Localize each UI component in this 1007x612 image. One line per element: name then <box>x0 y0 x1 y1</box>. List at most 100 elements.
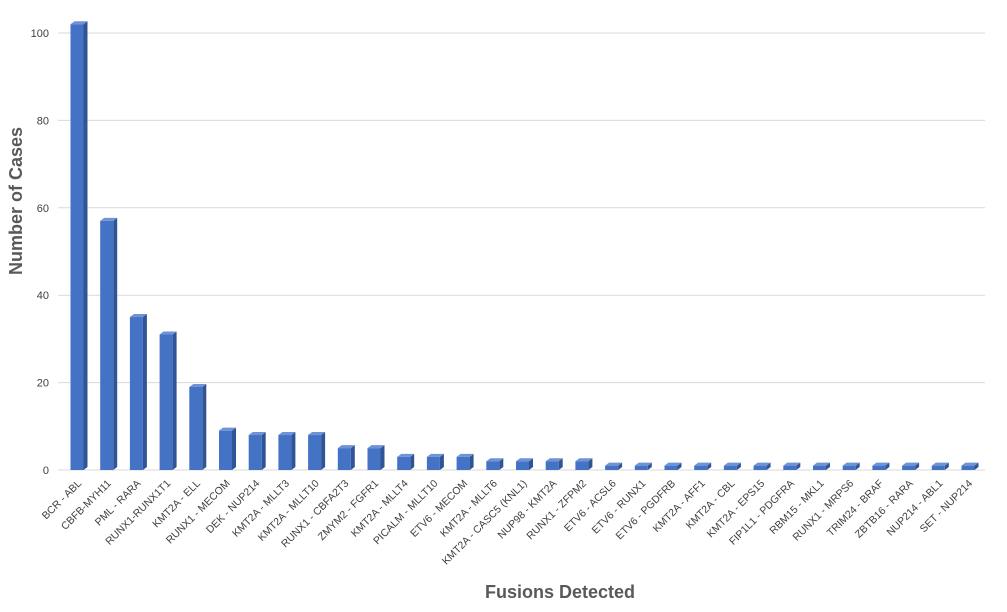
bar-side <box>974 462 979 470</box>
bar-front <box>100 220 114 470</box>
bar-front <box>902 465 916 470</box>
bar-side <box>855 462 860 470</box>
bar-front <box>516 461 529 470</box>
y-tick-label: 60 <box>37 203 49 215</box>
bar <box>753 462 771 470</box>
bar <box>902 462 920 470</box>
bar-front <box>337 448 351 470</box>
bar <box>486 458 504 470</box>
bar-front <box>367 448 381 470</box>
bar-side <box>885 462 890 470</box>
bar-side <box>796 462 801 470</box>
y-tick-label: 80 <box>37 115 49 127</box>
bar-front <box>961 465 975 470</box>
bar-side <box>826 462 830 470</box>
bar <box>426 453 444 470</box>
bar-top <box>100 217 118 221</box>
bar-side <box>321 432 326 470</box>
bar-front <box>426 456 440 470</box>
bar-top <box>723 462 741 466</box>
bar-side <box>172 331 177 470</box>
bar-top <box>367 445 385 449</box>
bar <box>723 462 741 470</box>
bar-side <box>558 458 563 470</box>
bar-top <box>308 432 326 436</box>
y-axis-title: Number of Cases <box>6 127 26 275</box>
bar-front <box>70 24 84 470</box>
bar <box>842 462 860 470</box>
bar-side <box>588 458 593 470</box>
bar-top <box>842 462 860 466</box>
bar-side <box>618 462 623 470</box>
bar-front <box>634 465 648 470</box>
bar-top <box>783 462 801 466</box>
bar-top <box>516 458 533 462</box>
bar-top <box>575 458 593 462</box>
bar <box>367 445 385 470</box>
bar <box>248 432 266 470</box>
bar-top <box>456 453 474 457</box>
bar-side <box>291 432 296 470</box>
bar-side <box>469 453 474 470</box>
bar-side <box>83 21 88 470</box>
bar-top <box>426 453 444 457</box>
bar-side <box>232 427 236 470</box>
bar-top <box>961 462 979 466</box>
bar <box>189 383 207 470</box>
bar-top <box>397 453 415 457</box>
bar <box>70 21 88 470</box>
bar-front <box>575 461 589 470</box>
gridlines <box>58 32 985 471</box>
bar-side <box>944 462 949 470</box>
bar-side <box>647 462 652 470</box>
bar-top <box>931 462 949 466</box>
bar-side <box>915 462 920 470</box>
bar-top <box>813 462 830 466</box>
bar-front <box>456 456 470 470</box>
bar-front <box>248 435 262 470</box>
y-tick-label: 40 <box>37 290 49 302</box>
bar-top <box>159 331 177 335</box>
bar-front <box>872 465 886 470</box>
bar-front <box>189 386 203 470</box>
bar-top <box>278 432 296 436</box>
bar <box>278 432 296 470</box>
bar-front <box>486 461 500 470</box>
bar-front <box>842 465 856 470</box>
bar-side <box>677 462 682 470</box>
bar-side <box>499 458 504 470</box>
bar-front <box>931 465 945 470</box>
bar <box>575 458 593 470</box>
bar-front <box>545 461 559 470</box>
bar-side <box>261 432 266 470</box>
bar <box>308 432 326 470</box>
bar-side <box>439 453 444 470</box>
bar <box>159 331 177 470</box>
bar-front <box>219 430 232 470</box>
bar <box>129 314 147 470</box>
bar <box>397 453 415 470</box>
bar-top <box>605 462 623 466</box>
bar-front <box>278 435 292 470</box>
bar-front <box>397 456 411 470</box>
bar <box>694 462 712 470</box>
bar-front <box>753 465 767 470</box>
bar <box>605 462 623 470</box>
y-tick-label: 20 <box>37 378 49 390</box>
bar-front <box>783 465 797 470</box>
bar-front <box>694 465 708 470</box>
x-axis-title: Fusions Detected <box>485 582 635 602</box>
bar-front <box>605 465 619 470</box>
bar <box>872 462 890 470</box>
bar-top <box>219 427 236 431</box>
bar-top <box>694 462 712 466</box>
bar <box>634 462 652 470</box>
bar <box>813 462 830 470</box>
y-axis-ticks: 0 20 40 60 80 100 <box>31 28 49 477</box>
bar <box>516 458 533 470</box>
bar-side <box>707 462 712 470</box>
bar-side <box>380 445 385 470</box>
y-tick-label: 100 <box>31 28 49 40</box>
